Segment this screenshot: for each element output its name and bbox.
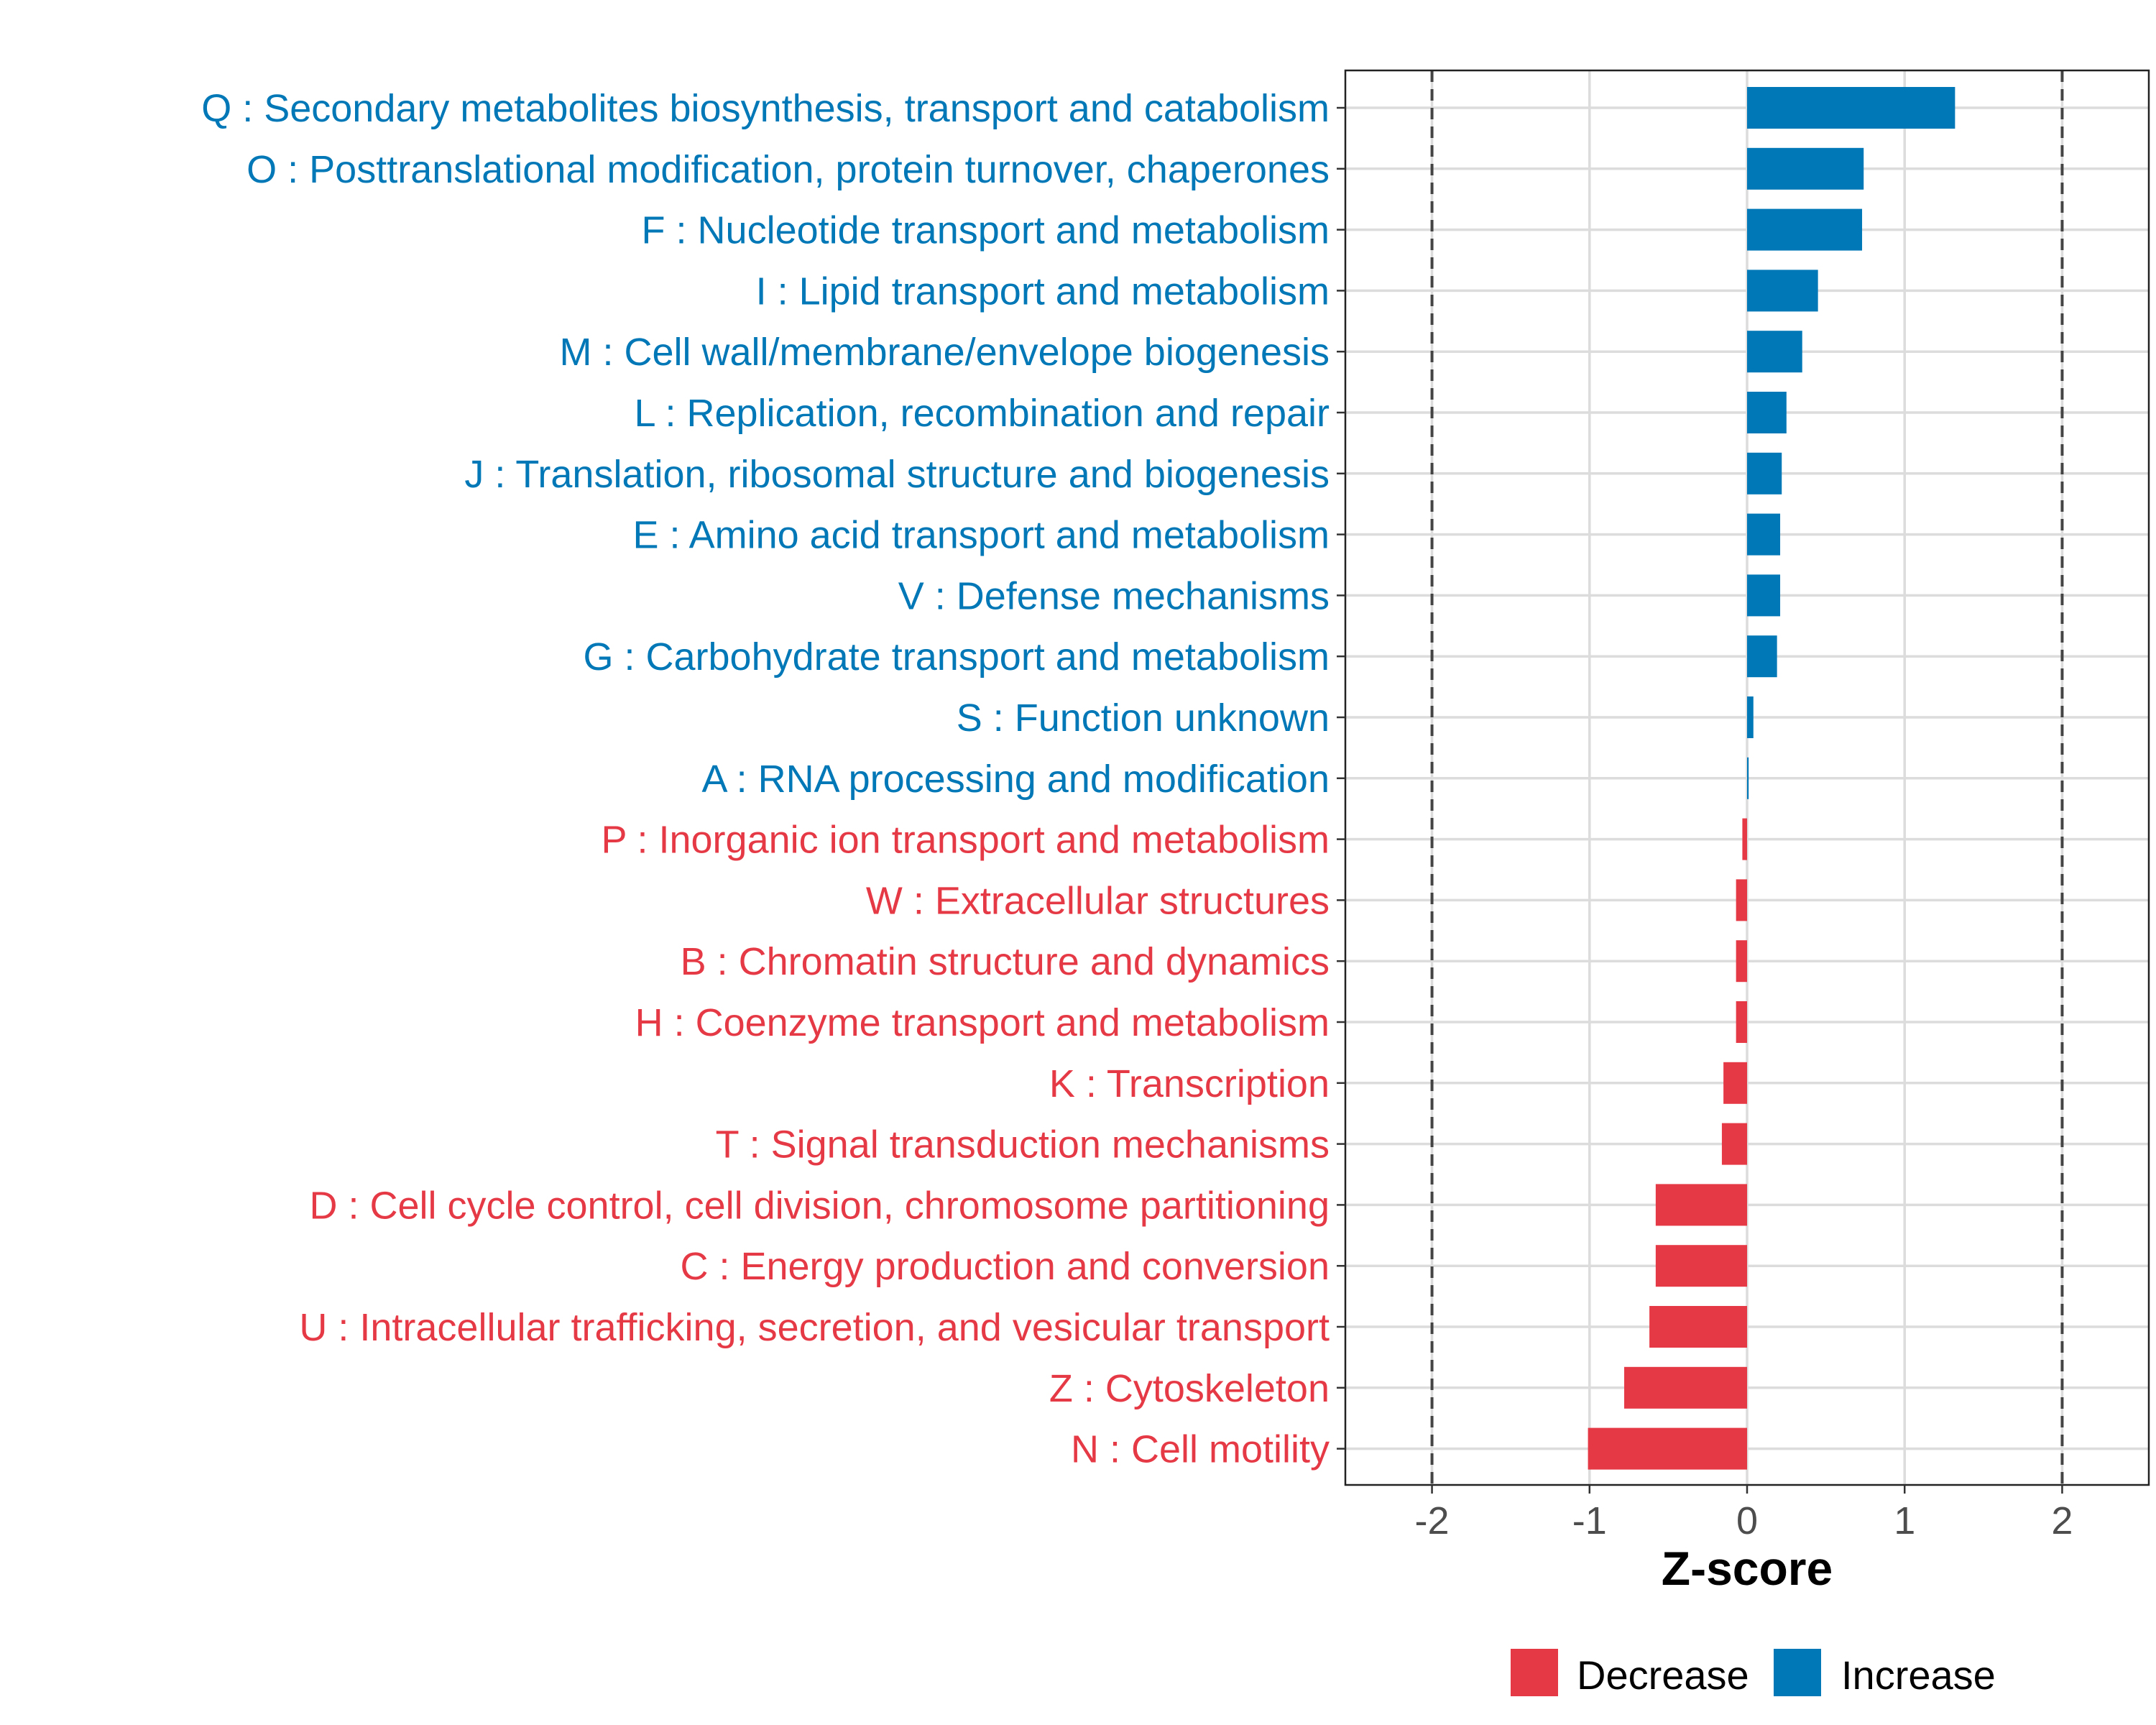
legend-label-decrease: Decrease <box>1577 1652 1749 1698</box>
x-tick-label: 1 <box>1894 1499 1915 1542</box>
bar <box>1747 574 1781 617</box>
bar <box>1723 1062 1747 1104</box>
y-category-label: Q : Secondary metabolites biosynthesis, … <box>201 87 1330 130</box>
y-category-label: A : RNA processing and modification <box>702 758 1330 801</box>
y-category-label: H : Coenzyme transport and metabolism <box>635 1001 1330 1044</box>
y-category-label: W : Extracellular structures <box>866 879 1330 922</box>
y-category-label: L : Replication, recombination and repai… <box>634 392 1330 435</box>
bar <box>1736 879 1747 921</box>
y-category-label: N : Cell motility <box>1071 1428 1330 1471</box>
legend-swatch-decrease <box>1511 1649 1558 1696</box>
y-category-label: U : Intracellular trafficking, secretion… <box>299 1306 1330 1349</box>
bar <box>1747 757 1749 799</box>
bar <box>1649 1306 1747 1348</box>
y-category-label: S : Function unknown <box>957 696 1330 740</box>
bar <box>1747 147 1864 190</box>
x-tick-label: -1 <box>1572 1499 1607 1542</box>
y-category-label: K : Transcription <box>1049 1062 1330 1105</box>
x-tick-label: 0 <box>1736 1499 1758 1542</box>
y-category-label: M : Cell wall/membrane/envelope biogenes… <box>559 331 1330 374</box>
bar <box>1747 270 1818 312</box>
y-category-label: B : Chromatin structure and dynamics <box>681 940 1330 983</box>
y-category-label: T : Signal transduction mechanisms <box>716 1123 1330 1167</box>
bar <box>1747 513 1781 556</box>
y-category-label: D : Cell cycle control, cell division, c… <box>309 1184 1330 1227</box>
y-category-label: O : Posttranslational modification, prot… <box>247 148 1330 191</box>
bar <box>1747 392 1787 433</box>
x-tick-label: 2 <box>2051 1499 2073 1542</box>
bar <box>1747 696 1754 738</box>
bar <box>1747 452 1782 494</box>
y-category-label: E : Amino acid transport and metabolism <box>633 514 1330 557</box>
y-category-label: P : Inorganic ion transport and metaboli… <box>601 819 1330 862</box>
legend: Decrease Increase <box>1511 1649 1996 1698</box>
y-category-label: F : Nucleotide transport and metabolism <box>642 209 1330 252</box>
bar <box>1588 1427 1747 1470</box>
bar <box>1655 1184 1747 1226</box>
x-axis-title: Z-score <box>1662 1542 1833 1595</box>
bar <box>1747 331 1802 373</box>
reference-lines <box>1430 70 2064 1485</box>
bars <box>1588 87 1955 1470</box>
bar <box>1747 87 1955 129</box>
y-category-label: Z : Cytoskeleton <box>1049 1367 1330 1410</box>
y-category-label: V : Defense mechanisms <box>898 574 1330 617</box>
legend-label-increase: Increase <box>1841 1652 1996 1698</box>
bar <box>1721 1123 1747 1165</box>
bar <box>1736 940 1747 983</box>
bar <box>1655 1245 1747 1287</box>
x-axis-ticks: -2 -1 0 1 2 <box>1415 1485 2073 1542</box>
y-category-label: I : Lipid transport and metabolism <box>756 270 1330 313</box>
bar <box>1747 635 1777 678</box>
y-axis-ticks <box>1337 106 1345 1450</box>
bar <box>1747 208 1863 251</box>
legend-swatch-increase <box>1774 1649 1821 1696</box>
y-category-label: C : Energy production and conversion <box>680 1245 1330 1288</box>
bar <box>1624 1366 1747 1409</box>
bar <box>1742 818 1747 860</box>
x-tick-label: -2 <box>1415 1499 1450 1542</box>
y-category-label: G : Carbohydrate transport and metabolis… <box>584 635 1330 678</box>
bar <box>1736 1001 1747 1043</box>
y-axis-category-labels: Q : Secondary metabolites biosynthesis, … <box>201 87 1330 1471</box>
y-category-label: J : Translation, ribosomal structure and… <box>464 453 1330 496</box>
